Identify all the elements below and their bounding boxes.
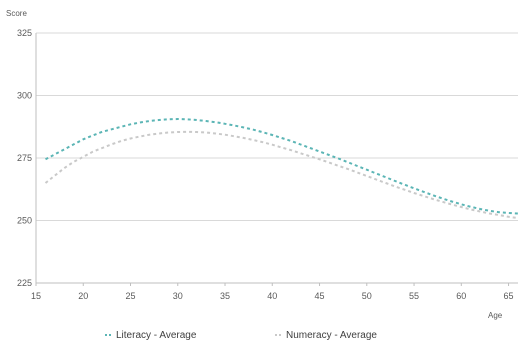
legend-label-2: Numeracy - Average <box>286 330 377 341</box>
x-tick-label: 30 <box>173 291 183 301</box>
x-tick-label: 35 <box>220 291 230 301</box>
x-tick-label: 65 <box>504 291 514 301</box>
x-tick-label: 25 <box>126 291 136 301</box>
y-tick-label: 325 <box>17 28 32 38</box>
x-tick-label: 20 <box>78 291 88 301</box>
legend-label-1: Literacy - Average <box>116 330 197 341</box>
series-line-1 <box>46 119 519 214</box>
gridlines <box>36 33 518 283</box>
x-tick-label: 15 <box>31 291 41 301</box>
x-tick-labels: 15 20 25 30 35 40 45 50 55 60 65 <box>31 283 514 301</box>
y-tick-label: 275 <box>17 153 32 163</box>
x-tick-label: 50 <box>362 291 372 301</box>
x-tick-label: 45 <box>315 291 325 301</box>
y-tick-label: 300 <box>17 91 32 101</box>
x-tick-label: 40 <box>267 291 277 301</box>
series-line-2 <box>46 132 519 218</box>
x-tick-label: 60 <box>456 291 466 301</box>
y-tick-label: 250 <box>17 216 32 226</box>
y-tick-label: 225 <box>17 278 32 288</box>
x-tick-label: 55 <box>409 291 419 301</box>
y-tick-labels: 225 250 275 300 325 <box>17 28 32 288</box>
series-group <box>46 119 519 218</box>
legend: Literacy - Average Numeracy - Average <box>105 330 377 341</box>
x-axis-title: Age <box>488 311 503 320</box>
y-axis-title: Score <box>6 9 27 18</box>
